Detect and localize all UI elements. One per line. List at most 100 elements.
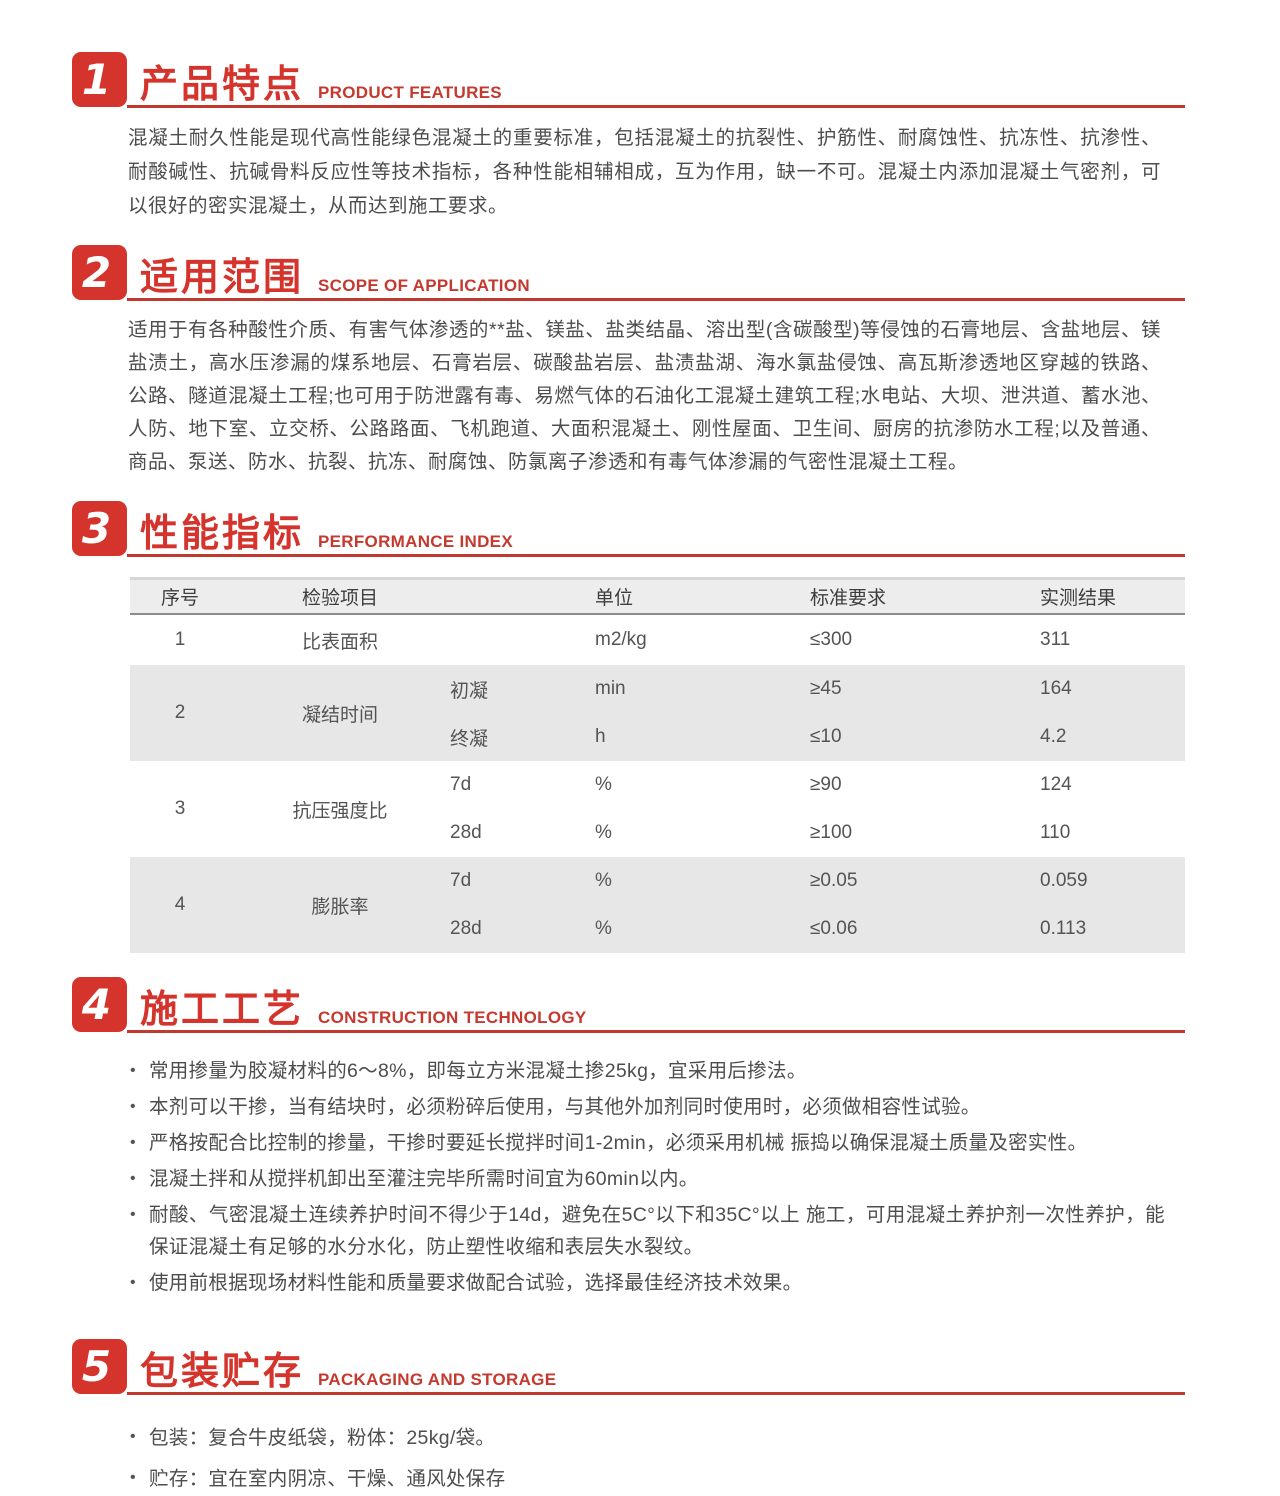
list-item: • 贮存：宜在室内阴凉、干燥、通风处保存 xyxy=(130,1462,1165,1496)
section-title-en: PACKAGING AND STORAGE xyxy=(318,1370,557,1389)
header-underline: 性能指标 PERFORMANCE INDEX xyxy=(127,501,1185,557)
list-item: • 使用前根据现场材料性能和质量要求做配合试验，选择最佳经济技术效果。 xyxy=(130,1267,1165,1299)
section-paragraph: 适用于有各种酸性介质、有害气体渗透的**盐、镁盐、盐类结晶、溶出型(含碳酸型)等… xyxy=(128,319,1161,473)
cell-unit: % xyxy=(595,774,612,795)
list-item: • 本剂可以干掺，当有结块时，必须粉碎后使用，与其他外加剂同时使用时，必须做相容性… xyxy=(130,1091,1165,1123)
section-performance-index: 3 性能指标 PERFORMANCE INDEX 序号 检验项目 单位 标准要求… xyxy=(72,501,1185,953)
cell-no: 2 xyxy=(174,702,186,723)
cell-standard: ≥45 xyxy=(810,678,842,699)
bullet-icon: • xyxy=(130,1428,136,1445)
packaging-bullet-list: • 包装：复合牛皮纸袋，粉体：25kg/袋。 • 贮存：宜在室内阴凉、干燥、通风处保… xyxy=(130,1421,1165,1496)
cell-sub: 终凝 xyxy=(450,728,489,750)
section-title-en: CONSTRUCTION TECHNOLOGY xyxy=(318,1008,587,1027)
list-item: • 混凝土拌和从搅拌机卸出至灌注完毕所需时间宜为60min以内。 xyxy=(130,1163,1165,1195)
section-header: 4 施工工艺 CONSTRUCTION TECHNOLOGY xyxy=(72,977,1185,1033)
cell-unit: m2/kg xyxy=(595,629,647,650)
section-number-badge: 3 xyxy=(72,501,127,556)
section-header: 1 产品特点 PRODUCT FEATURES xyxy=(72,52,1185,108)
section-construction-technology: 4 施工工艺 CONSTRUCTION TECHNOLOGY • 常用掺量为胶凝材… xyxy=(72,977,1185,1299)
th-unit: 单位 xyxy=(595,588,634,609)
cell-standard: ≤300 xyxy=(810,629,853,650)
bullet-icon: • xyxy=(130,1206,136,1223)
header-underline: 适用范围 SCOPE OF APPLICATION xyxy=(127,245,1185,301)
list-item: • 耐酸、气密混凝土连续养护时间不得少于14d，避免在5C°以下和35C°以上 施… xyxy=(130,1199,1165,1263)
cell-unit: h xyxy=(595,726,606,747)
section-title-cn: 施工工艺 xyxy=(140,989,305,1031)
list-item-text: 贮存：宜在室内阴凉、干燥、通风处保存 xyxy=(149,1468,506,1490)
section-title-cn: 包装贮存 xyxy=(140,1351,305,1393)
cell-item: 膨胀率 xyxy=(311,896,369,918)
list-item-text: 本剂可以干掺，当有结块时，必须粉碎后使用，与其他外加剂同时使用时，必须做相容性试… xyxy=(149,1096,981,1118)
bullet-icon: • xyxy=(130,1134,136,1151)
list-item: • 常用掺量为胶凝材料的6～8%，即每立方米混凝土掺25kg，宜采用后掺法。 xyxy=(130,1055,1165,1087)
cell-result: 110 xyxy=(1040,822,1071,843)
header-underline: 施工工艺 CONSTRUCTION TECHNOLOGY xyxy=(127,977,1185,1033)
cell-sub: 7d xyxy=(450,774,472,795)
bullet-icon: • xyxy=(130,1274,136,1291)
cell-result: 124 xyxy=(1040,774,1072,795)
cell-item: 抗压强度比 xyxy=(292,800,388,822)
bullet-icon: • xyxy=(130,1062,136,1079)
construction-bullet-list: • 常用掺量为胶凝材料的6～8%，即每立方米混凝土掺25kg，宜采用后掺法。 • 本… xyxy=(130,1055,1165,1299)
th-no: 序号 xyxy=(160,588,199,609)
bullet-icon: • xyxy=(130,1098,136,1115)
cell-standard: ≥0.05 xyxy=(810,870,858,891)
performance-table: 序号 检验项目 单位 标准要求 实测结果 1 比表面积 m2/kg ≤300 3… xyxy=(130,577,1185,953)
section-title-en: PERFORMANCE INDEX xyxy=(318,532,513,551)
section-title-cn: 性能指标 xyxy=(140,513,305,555)
cell-standard: ≤10 xyxy=(810,726,842,747)
cell-item: 比表面积 xyxy=(301,631,378,653)
list-item-text: 包装：复合牛皮纸袋，粉体：25kg/袋。 xyxy=(149,1427,496,1449)
list-item: • 严格按配合比控制的掺量，干掺时要延长搅拌时间1-2min，必须采用机械 振捣以… xyxy=(130,1127,1165,1159)
list-item: • 包装：复合牛皮纸袋，粉体：25kg/袋。 xyxy=(130,1421,1165,1455)
cell-sub: 7d xyxy=(450,870,472,891)
cell-standard: ≤0.06 xyxy=(810,918,858,939)
section-number-badge: 4 xyxy=(72,977,127,1032)
cell-unit: % xyxy=(595,822,612,843)
list-item-text: 耐酸、气密混凝土连续养护时间不得少于14d，避免在5C°以下和35C°以上 施工… xyxy=(149,1204,1165,1258)
cell-result: 311 xyxy=(1040,629,1071,650)
cell-standard: ≥90 xyxy=(810,774,842,795)
cell-result: 4.2 xyxy=(1040,726,1067,747)
table-row-group: 2 凝结时间 初凝 min ≥45 164 终凝 h ≤10 4.2 xyxy=(130,665,1185,761)
section-title-cn: 适用范围 xyxy=(140,257,305,299)
section-title-en: SCOPE OF APPLICATION xyxy=(318,276,530,295)
header-underline: 包装贮存 PACKAGING AND STORAGE xyxy=(127,1339,1185,1395)
section-number-badge: 2 xyxy=(72,245,127,300)
section-number-badge: 5 xyxy=(72,1339,127,1394)
section-header: 3 性能指标 PERFORMANCE INDEX xyxy=(72,501,1185,557)
cell-no: 4 xyxy=(174,894,186,915)
cell-result: 0.059 xyxy=(1040,870,1088,891)
section-paragraph: 混凝土耐久性能是现代高性能绿色混凝土的重要标准，包括混凝土的抗裂性、护筋性、耐腐… xyxy=(128,127,1161,217)
list-item-text: 使用前根据现场材料性能和质量要求做配合试验，选择最佳经济技术效果。 xyxy=(149,1272,803,1294)
section-header: 5 包装贮存 PACKAGING AND STORAGE xyxy=(72,1339,1185,1395)
th-item: 检验项目 xyxy=(301,588,378,609)
cell-sub: 初凝 xyxy=(450,680,489,702)
cell-result: 0.113 xyxy=(1040,918,1087,939)
cell-item: 凝结时间 xyxy=(301,704,378,726)
cell-sub: 28d xyxy=(450,822,482,843)
th-standard: 标准要求 xyxy=(810,588,887,609)
list-item-text: 常用掺量为胶凝材料的6～8%，即每立方米混凝土掺25kg，宜采用后掺法。 xyxy=(149,1060,807,1082)
table-row-group: 4 膨胀率 7d % ≥0.05 0.059 28d % ≤0.06 0.113 xyxy=(130,857,1185,953)
cell-unit: % xyxy=(595,918,612,939)
bullet-icon: • xyxy=(130,1469,136,1486)
cell-unit: min xyxy=(595,678,626,699)
cell-no: 1 xyxy=(174,629,186,650)
table-header-row: 序号 检验项目 单位 标准要求 实测结果 xyxy=(130,577,1185,615)
cell-result: 164 xyxy=(1040,678,1072,699)
table-row: 1 比表面积 m2/kg ≤300 311 xyxy=(130,615,1185,665)
cell-unit: % xyxy=(595,870,612,891)
header-underline: 产品特点 PRODUCT FEATURES xyxy=(127,52,1185,108)
list-item-text: 混凝土拌和从搅拌机卸出至灌注完毕所需时间宜为60min以内。 xyxy=(149,1168,699,1190)
cell-sub: 28d xyxy=(450,918,482,939)
section-number-badge: 1 xyxy=(72,52,127,107)
section-title-en: PRODUCT FEATURES xyxy=(318,83,502,102)
section-title-cn: 产品特点 xyxy=(140,64,305,106)
th-result: 实测结果 xyxy=(1040,588,1117,609)
cell-standard: ≥100 xyxy=(810,822,853,843)
section-header: 2 适用范围 SCOPE OF APPLICATION xyxy=(72,245,1185,301)
section-product-features: 1 产品特点 PRODUCT FEATURES 混凝土耐久性能是现代高性能绿色混… xyxy=(72,52,1185,223)
section-scope-of-application: 2 适用范围 SCOPE OF APPLICATION 适用于有各种酸性介质、有… xyxy=(72,245,1185,479)
